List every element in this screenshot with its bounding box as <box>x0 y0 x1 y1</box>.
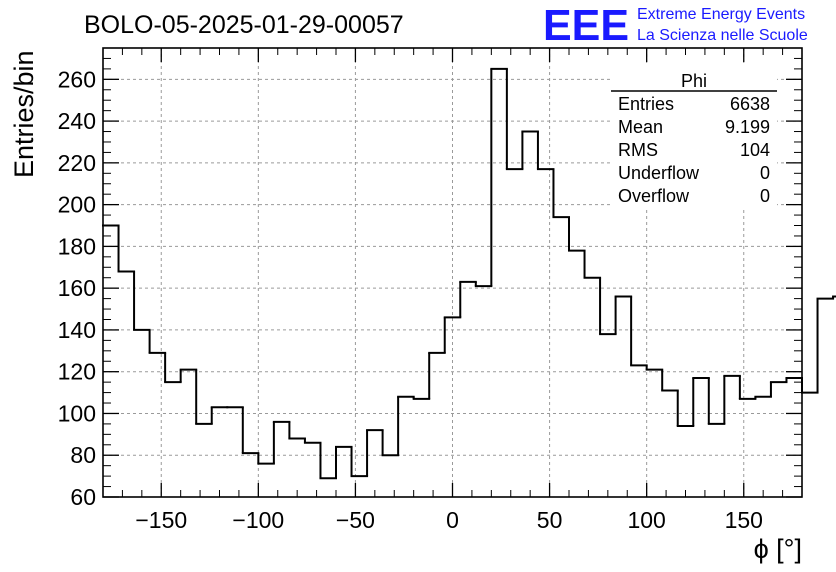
histogram-bins <box>102 67 836 480</box>
stats-box: Phi Entries 6638 Mean 9.199 RMS 104 Underflow 0… <box>611 66 777 210</box>
eee-logo-mark: EEE <box>543 1 629 50</box>
y-tick-label: 240 <box>58 108 96 134</box>
x-tick-label: −100 <box>232 507 284 533</box>
y-tick-label: 120 <box>58 359 96 385</box>
logo-line-2: La Scienza nelle Scuole <box>637 27 808 44</box>
stats-box-background <box>611 66 777 210</box>
stats-row-value: 0 <box>760 163 770 183</box>
stats-row-value: 104 <box>740 140 770 160</box>
x-tick-label: 100 <box>627 507 665 533</box>
y-tick-label: 260 <box>58 66 96 92</box>
logo-line-1: Extreme Energy Events <box>637 6 805 23</box>
stats-row-label: Entries <box>618 94 674 114</box>
y-tick-label: 200 <box>58 192 96 218</box>
stats-row-label: Underflow <box>618 163 700 183</box>
stats-row-label: RMS <box>618 140 658 160</box>
y-axis-label: Entries/bin <box>9 50 39 178</box>
stats-row-label: Overflow <box>618 186 690 206</box>
y-axis-tick-labels: 60 80 100 120 140 160 180 200 220 240 260 <box>58 66 96 510</box>
stats-row-value: 9.199 <box>725 117 770 137</box>
x-tick-label: 0 <box>446 507 459 533</box>
chart-title: BOLO-05-2025-01-29-00057 <box>84 11 404 39</box>
stats-row-label: Mean <box>618 117 663 137</box>
x-axis-label: ϕ [°] <box>754 534 802 564</box>
plot-frame <box>102 47 803 498</box>
y-tick-label: 80 <box>70 442 96 468</box>
stats-row-value: 0 <box>760 186 770 206</box>
x-axis-tick-labels: −150 −100 −50 0 50 100 150 <box>135 507 763 533</box>
x-tick-label: −150 <box>135 507 187 533</box>
grid <box>103 48 802 497</box>
y-tick-label: 180 <box>58 233 96 259</box>
x-tick-label: −50 <box>336 507 375 533</box>
y-tick-label: 60 <box>70 484 96 510</box>
y-tick-label: 160 <box>58 275 96 301</box>
y-tick-label: 220 <box>58 150 96 176</box>
y-tick-label: 100 <box>58 400 96 426</box>
stats-title: Phi <box>681 71 707 91</box>
x-tick-label: 150 <box>725 507 763 533</box>
eee-logo: EEE Extreme Energy Events La Scienza nel… <box>543 1 808 50</box>
stats-row-value: 6638 <box>730 94 770 114</box>
axis-ticks <box>103 48 802 498</box>
y-tick-label: 140 <box>58 317 96 343</box>
stats-rows: Entries 6638 Mean 9.199 RMS 104 Underflow 0 Over… <box>618 94 770 206</box>
x-tick-label: 50 <box>537 507 563 533</box>
